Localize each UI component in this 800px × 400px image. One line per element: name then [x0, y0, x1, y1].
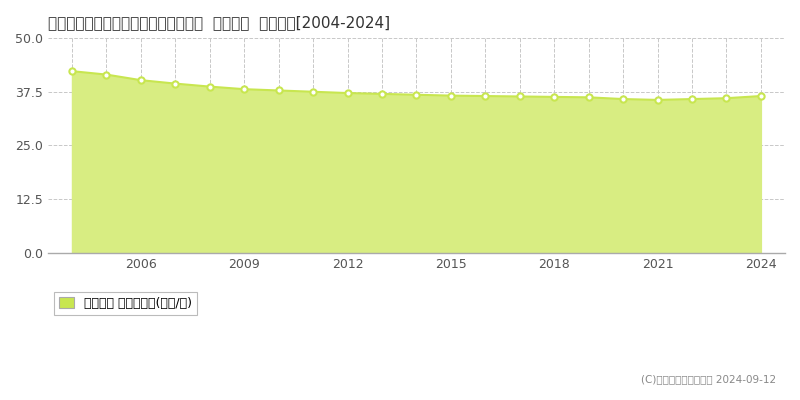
Legend: 地価公示 平均坪単価(万円/坪): 地価公示 平均坪単価(万円/坪): [54, 292, 197, 315]
Text: (C)土地価格ドットコム 2024-09-12: (C)土地価格ドットコム 2024-09-12: [641, 374, 776, 384]
Text: 愛知県知多市にしの台４丁目７番３外  地価公示  地価推移[2004-2024]: 愛知県知多市にしの台４丁目７番３外 地価公示 地価推移[2004-2024]: [48, 15, 390, 30]
